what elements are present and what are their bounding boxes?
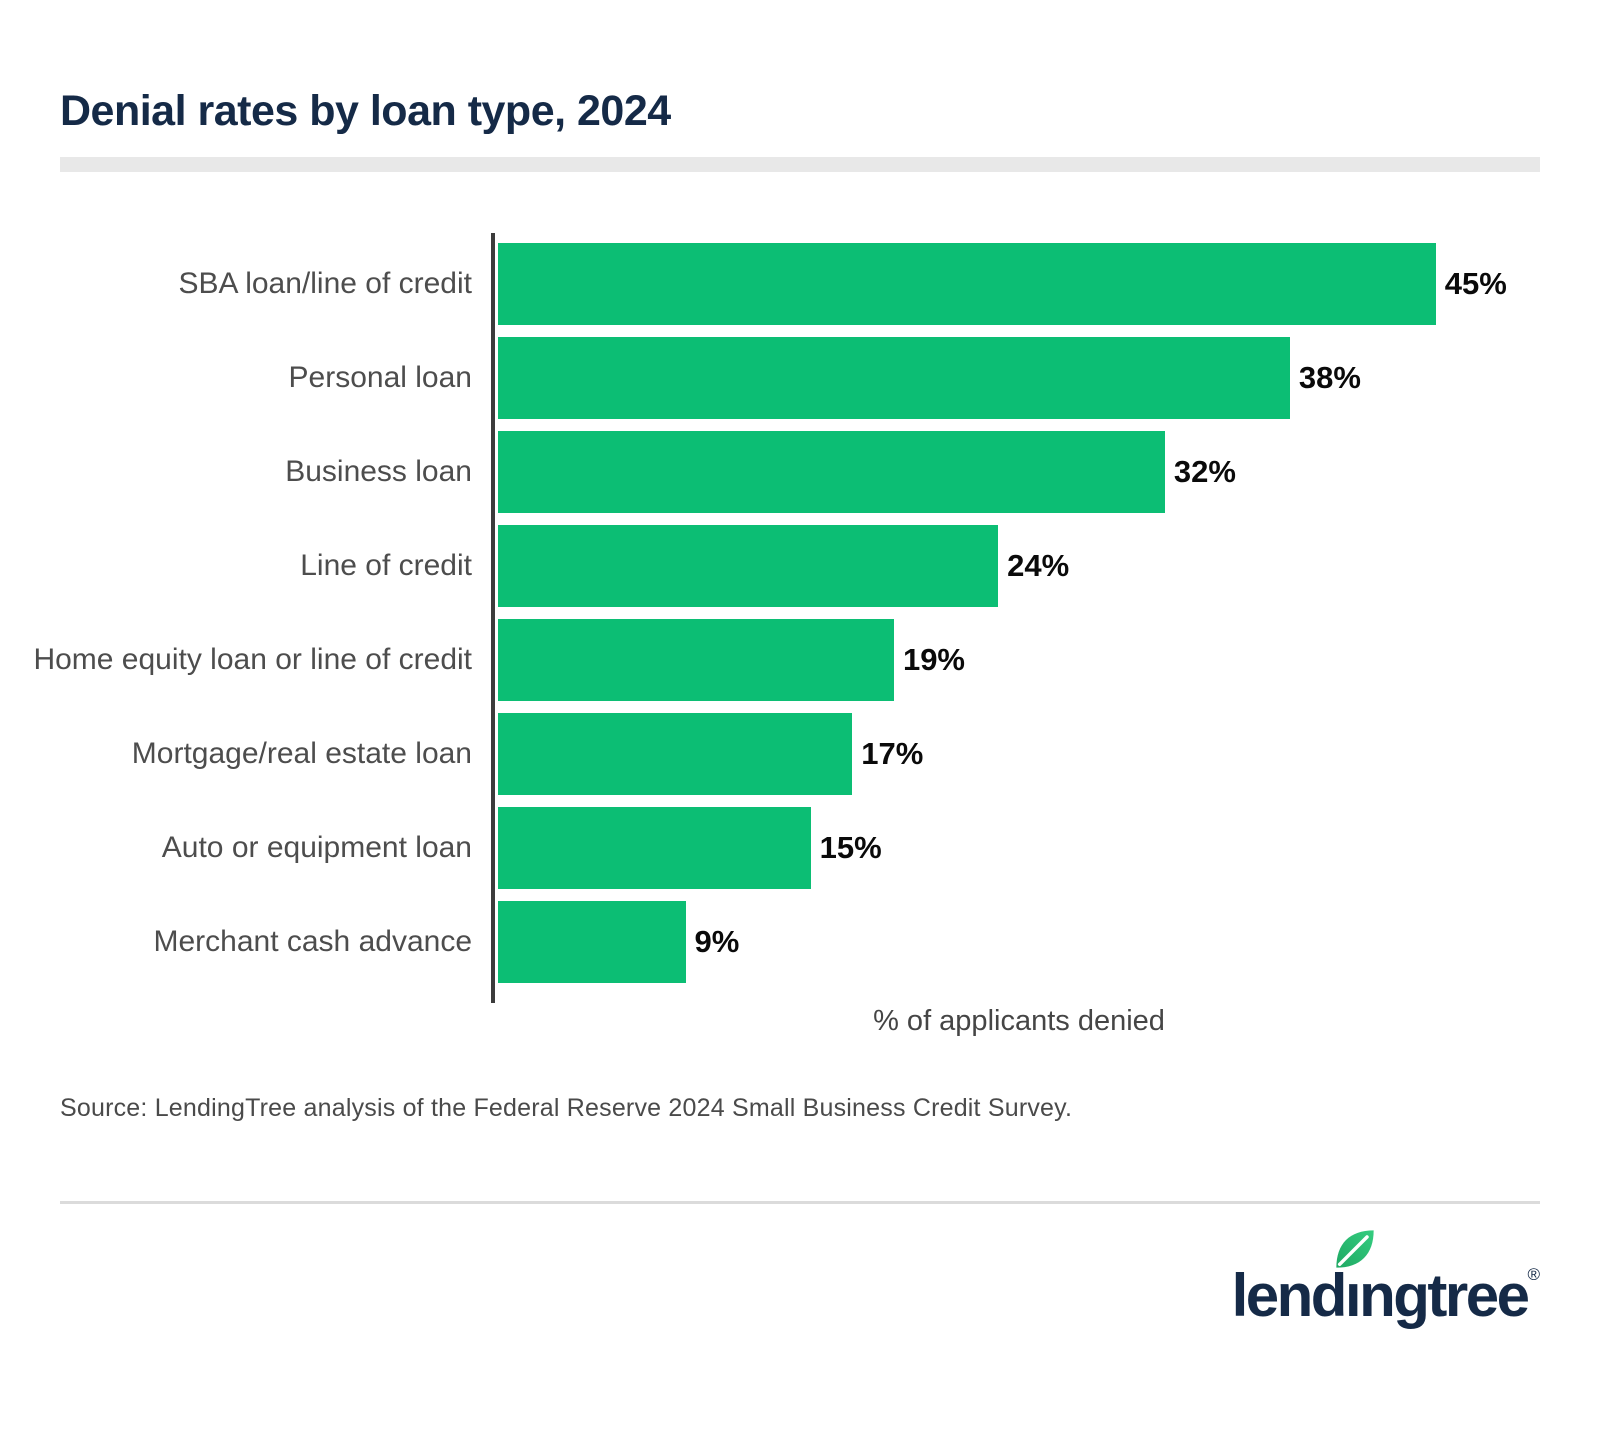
chart-title: Denial rates by loan type, 2024 [60, 87, 671, 135]
x-axis-label-row: % of applicants denied [60, 1003, 1540, 1038]
value-label: 17% [861, 736, 924, 772]
value-label: 38% [1298, 360, 1361, 396]
bar-chart: SBA loan/line of credit Personal loan Busi… [33, 233, 1540, 1004]
bar-row: 45% [498, 243, 1540, 326]
source-note: Source: LendingTree analysis of the Fede… [60, 1094, 1073, 1123]
bar-row: 9% [498, 901, 1540, 984]
bar [498, 619, 894, 702]
bar-row: 32% [498, 431, 1540, 514]
value-label: 15% [819, 830, 882, 866]
bar [498, 525, 999, 608]
plot-area: 45% 38% 32% 24% 19% 17% 15% 9% [491, 233, 1540, 1004]
category-label: Personal loan [288, 361, 472, 395]
category-label: Mortgage/real estate loan [131, 737, 472, 771]
logo-row: lend ıngtree® [60, 1226, 1540, 1326]
category-label: Line of credit [300, 549, 472, 583]
bar [498, 713, 853, 796]
bar [498, 243, 1436, 326]
bar [498, 431, 1165, 514]
bar-row: 24% [498, 525, 1540, 608]
bar-row: 19% [498, 619, 1540, 702]
category-label: Auto or equipment loan [161, 831, 472, 865]
category-labels-column: SBA loan/line of credit Personal loan Busi… [33, 233, 491, 1003]
bar [498, 337, 1290, 420]
logo-text-end: ngtree [1359, 1262, 1530, 1330]
registered-trademark: ® [1527, 1265, 1540, 1285]
bar [498, 807, 811, 890]
category-label: Merchant cash advance [153, 925, 472, 959]
value-label: 9% [694, 924, 740, 960]
bar-row: 15% [498, 807, 1540, 890]
category-label: Business loan [285, 455, 472, 489]
value-label: 32% [1173, 454, 1236, 490]
lendingtree-logo: lend ıngtree® [1231, 1230, 1540, 1330]
bar-row: 38% [498, 337, 1540, 420]
infographic: Denial rates by loan type, 2024 SBA loan… [0, 88, 1600, 1326]
x-axis-label-spacer [60, 1003, 498, 1038]
value-label: 19% [902, 642, 965, 678]
footer-divider [60, 1201, 1540, 1205]
logo-letter-i: ı [1336, 1230, 1374, 1326]
value-label: 45% [1444, 266, 1507, 302]
bar [498, 901, 686, 984]
category-label: Home equity loan or line of credit [33, 643, 472, 677]
bar-row: 17% [498, 713, 1540, 796]
category-label: SBA loan/line of credit [178, 267, 472, 301]
title-divider [60, 157, 1540, 173]
logo-text-start: lend [1231, 1262, 1348, 1330]
value-label: 24% [1007, 548, 1070, 584]
x-axis-label: % of applicants denied [873, 1005, 1165, 1038]
leaf-icon [1336, 1230, 1374, 1269]
